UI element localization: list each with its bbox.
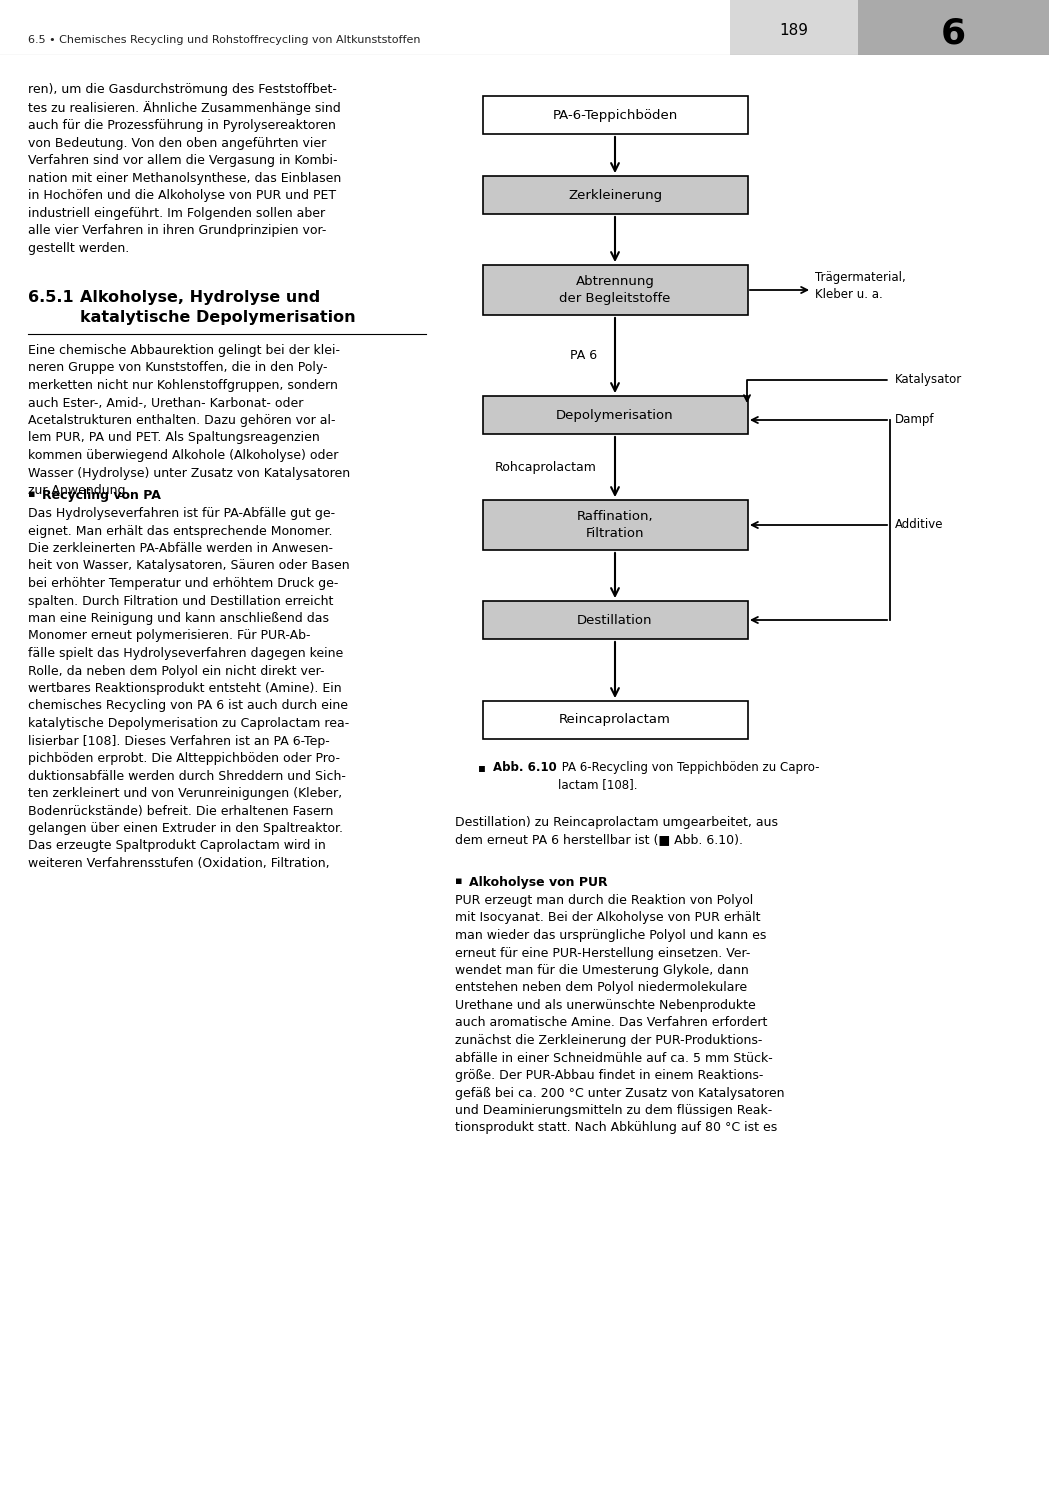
Text: Rohcaprolactam: Rohcaprolactam [495,460,597,474]
Text: Trägermaterial,
Kleber u. a.: Trägermaterial, Kleber u. a. [815,272,905,300]
Bar [730,0,858,56]
Bar [483,500,748,550]
Text: 6: 6 [941,16,966,50]
Text: PA-6-Teppichböden: PA-6-Teppichböden [553,108,678,122]
Text: Das Hydrolyseverfahren ist für PA-Abfälle gut ge-
eignet. Man erhält das entspre: Das Hydrolyseverfahren ist für PA-Abfäll… [28,507,349,870]
Bar [483,176,748,214]
Bar [858,0,1049,56]
Text: Additive: Additive [895,519,943,531]
Bar [483,266,748,315]
Text: 189: 189 [779,22,809,38]
Text: Alkoholyse, Hydrolyse und: Alkoholyse, Hydrolyse und [80,290,320,304]
Text: Abb. 6.10: Abb. 6.10 [493,760,557,774]
Text: katalytische Depolymerisation: katalytische Depolymerisation [80,310,356,326]
Text: Abtrennung
der Begleitstoffe: Abtrennung der Begleitstoffe [559,276,670,304]
Text: Alkoholyse von PUR: Alkoholyse von PUR [469,876,607,890]
Text: Destillation) zu Reincaprolactam umgearbeitet, aus
dem erneut PA 6 herstellbar i: Destillation) zu Reincaprolactam umgearb… [455,816,778,846]
Text: 6.5.1: 6.5.1 [28,290,73,304]
Text: Raffination,
Filtration: Raffination, Filtration [577,510,654,540]
Text: ▪: ▪ [478,760,486,774]
Bar [483,396,748,433]
Text: Zerkleinerung: Zerkleinerung [568,189,662,201]
Text: Recycling von PA: Recycling von PA [42,489,160,502]
Bar [483,602,748,639]
Text: PA 6-Recycling von Teppichböden zu Capro-
lactam [108].: PA 6-Recycling von Teppichböden zu Capro… [558,760,819,790]
Text: ▪: ▪ [28,489,36,500]
Text: ren), um die Gasdurchströmung des Feststoffbet-
tes zu realisieren. Ähnliche Zus: ren), um die Gasdurchströmung des Festst… [28,82,341,255]
Bar [483,96,748,134]
Text: Destillation: Destillation [577,614,652,627]
Text: PUR erzeugt man durch die Reaktion von Polyol
mit Isocyanat. Bei der Alkoholyse : PUR erzeugt man durch die Reaktion von P… [455,894,785,1134]
Text: Reincaprolactam: Reincaprolactam [559,714,671,726]
Text: Dampf: Dampf [895,414,935,426]
Text: Depolymerisation: Depolymerisation [556,408,673,422]
Text: PA 6: PA 6 [570,350,597,361]
Bar [483,700,748,740]
Text: ▪: ▪ [455,876,463,886]
Text: Eine chemische Abbaurektion gelingt bei der klei-
neren Gruppe von Kunststoffen,: Eine chemische Abbaurektion gelingt bei … [28,344,350,496]
Text: 6.5 • Chemisches Recycling und Rohstoffrecycling von Altkunststoffen: 6.5 • Chemisches Recycling und Rohstoffr… [28,34,421,45]
Text: Katalysator: Katalysator [895,374,962,387]
